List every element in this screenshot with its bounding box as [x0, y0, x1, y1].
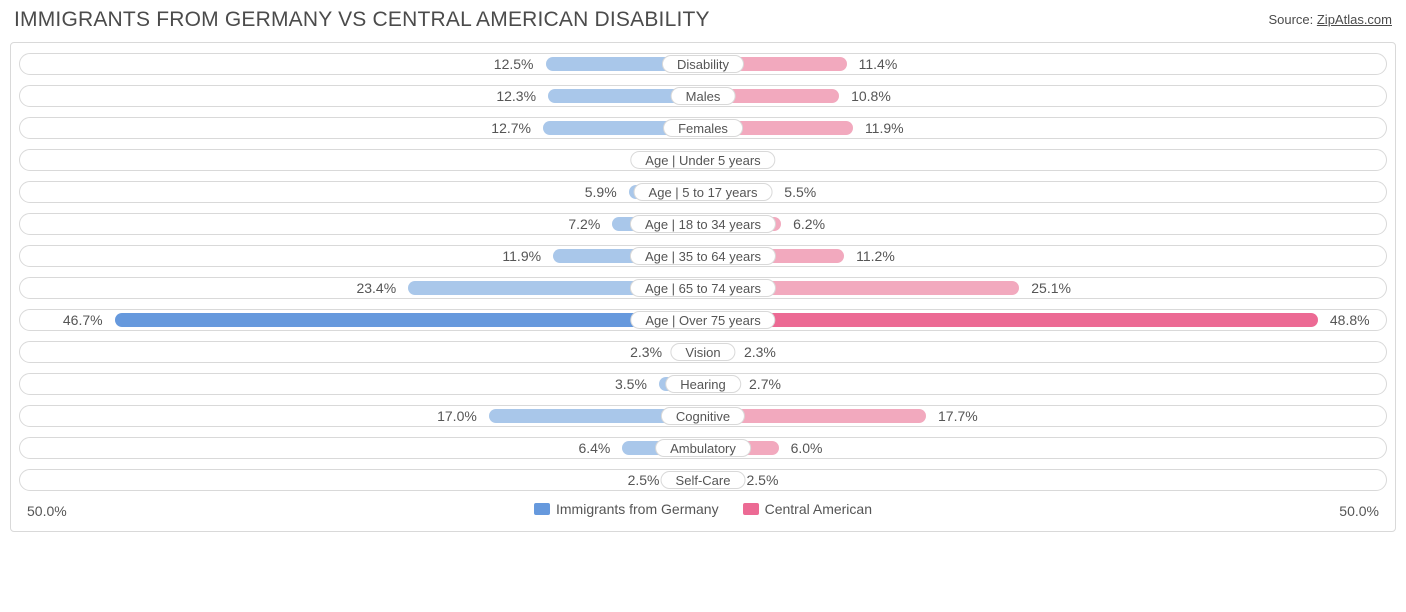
value-right: 6.0% [791, 440, 823, 456]
axis-max-right: 50.0% [1339, 503, 1379, 519]
legend-item-right: Central American [743, 501, 872, 517]
value-right: 2.5% [747, 472, 779, 488]
source-link[interactable]: ZipAtlas.com [1317, 12, 1392, 27]
category-label: Age | 65 to 74 years [630, 279, 776, 297]
chart-row: 3.5% 2.7% Hearing [19, 373, 1387, 395]
category-label: Hearing [665, 375, 741, 393]
value-left: 12.7% [491, 120, 531, 136]
category-label: Cognitive [661, 407, 745, 425]
value-right: 11.9% [865, 120, 904, 136]
value-left: 2.3% [630, 344, 662, 360]
value-right: 11.2% [856, 248, 895, 264]
value-left: 12.3% [496, 88, 536, 104]
category-label: Age | Under 5 years [630, 151, 775, 169]
axis-max-left: 50.0% [27, 503, 67, 519]
category-label: Self-Care [661, 471, 746, 489]
bar-right [703, 313, 1318, 327]
value-left: 2.5% [628, 472, 660, 488]
value-right: 17.7% [938, 408, 978, 424]
chart-row: 11.9% 11.2% Age | 35 to 64 years [19, 245, 1387, 267]
value-right: 25.1% [1031, 280, 1071, 296]
value-right: 2.7% [749, 376, 781, 392]
legend-label-left: Immigrants from Germany [556, 501, 719, 517]
category-label: Females [663, 119, 743, 137]
value-left: 23.4% [356, 280, 396, 296]
bar-left [115, 313, 703, 327]
category-label: Ambulatory [655, 439, 751, 457]
category-label: Age | 5 to 17 years [634, 183, 773, 201]
chart-row: 17.0% 17.7% Cognitive [19, 405, 1387, 427]
chart-row: 12.7% 11.9% Females [19, 117, 1387, 139]
value-left: 11.9% [502, 248, 541, 264]
legend: Immigrants from Germany Central American [534, 501, 872, 517]
value-right: 48.8% [1330, 312, 1370, 328]
value-left: 3.5% [615, 376, 647, 392]
chart-row: 23.4% 25.1% Age | 65 to 74 years [19, 277, 1387, 299]
chart-row: 1.4%1.2%Age | Under 5 years [19, 149, 1387, 171]
value-left: 17.0% [437, 408, 477, 424]
chart-area: 12.5% 11.4% Disability 12.3% 10.8% Males 12.7%… [10, 42, 1396, 532]
header: IMMIGRANTS FROM GERMANY VS CENTRAL AMERI… [0, 0, 1406, 36]
category-label: Age | 35 to 64 years [630, 247, 776, 265]
chart-row: 2.5% 2.5%Self-Care [19, 469, 1387, 491]
category-label: Males [671, 87, 736, 105]
chart-row: 12.3% 10.8% Males [19, 85, 1387, 107]
chart-row: 5.9% 5.5% Age | 5 to 17 years [19, 181, 1387, 203]
chart-row: 46.7% 48.8% Age | Over 75 years [19, 309, 1387, 331]
value-right: 5.5% [784, 184, 816, 200]
chart-rows: 12.5% 11.4% Disability 12.3% 10.8% Males 12.7%… [19, 53, 1387, 491]
category-label: Disability [662, 55, 744, 73]
value-right: 6.2% [793, 216, 825, 232]
chart-row: 12.5% 11.4% Disability [19, 53, 1387, 75]
chart-row: 7.2% 6.2% Age | 18 to 34 years [19, 213, 1387, 235]
source-attribution: Source: ZipAtlas.com [1268, 8, 1392, 27]
value-left: 12.5% [494, 56, 534, 72]
chart-row: 6.4% 6.0% Ambulatory [19, 437, 1387, 459]
value-right: 10.8% [851, 88, 891, 104]
category-label: Age | 18 to 34 years [630, 215, 776, 233]
legend-swatch-left [534, 503, 550, 515]
chart-row: 2.3% 2.3% Vision [19, 341, 1387, 363]
legend-swatch-right [743, 503, 759, 515]
value-left: 6.4% [578, 440, 610, 456]
category-label: Age | Over 75 years [630, 311, 775, 329]
source-prefix: Source: [1268, 12, 1316, 27]
value-left: 5.9% [585, 184, 617, 200]
chart-title: IMMIGRANTS FROM GERMANY VS CENTRAL AMERI… [14, 8, 710, 32]
value-right: 2.3% [744, 344, 776, 360]
value-left: 7.2% [568, 216, 600, 232]
value-left: 46.7% [63, 312, 103, 328]
value-right: 11.4% [859, 56, 898, 72]
category-label: Vision [670, 343, 735, 361]
legend-item-left: Immigrants from Germany [534, 501, 719, 517]
axis: 50.0% 50.0% Immigrants from Germany Cent… [19, 501, 1387, 523]
legend-label-right: Central American [765, 501, 872, 517]
